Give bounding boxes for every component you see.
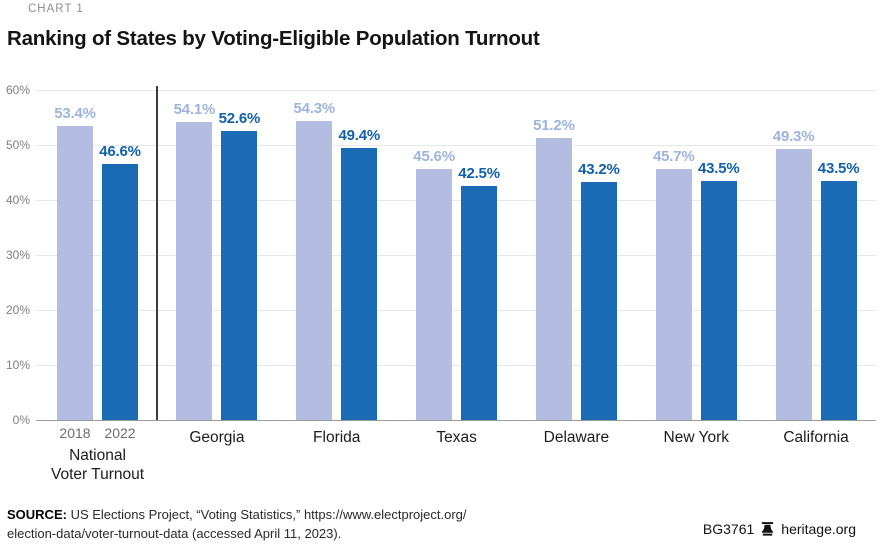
bar-2022-texas	[461, 186, 498, 420]
value-label-2018-texas: 45.6%	[413, 148, 455, 166]
value-label-2022-national-voter-turnout: 46.6%	[99, 142, 141, 160]
value-label-2018-national-voter-turnout: 53.4%	[54, 105, 96, 123]
x-axis-label-texas: Texas	[436, 429, 477, 446]
bar-2022-georgia	[221, 130, 258, 420]
y-axis-label-60: 60%	[5, 82, 30, 97]
bar-2018-new-york	[655, 168, 692, 420]
y-axis-label-0: 0%	[12, 412, 30, 427]
gridline-60	[36, 89, 876, 91]
source-line-1: SOURCE: US Elections Project, “Voting St…	[7, 505, 467, 524]
x-axis-label-national-voter-turnout: National Voter Turnout	[50, 447, 145, 484]
page-title: Ranking of States by Voting-Eligible Pop…	[7, 27, 540, 50]
gridline-20	[36, 309, 876, 311]
source-note: SOURCE: US Elections Project, “Voting St…	[7, 505, 467, 543]
value-label-2018-delaware: 51.2%	[533, 117, 575, 135]
bar-2022-new-york	[700, 180, 737, 420]
value-label-2022-new-york: 43.5%	[697, 159, 740, 177]
value-label-2018-new-york: 45.7%	[652, 147, 695, 165]
source-line1-text: US Elections Project, “Voting Statistics…	[70, 507, 467, 522]
bar-2018-texas	[416, 169, 453, 420]
x-axis-label-georgia: Georgia	[189, 429, 245, 446]
value-label-2022-georgia: 52.6%	[218, 109, 261, 127]
footer-brand: BG3761 heritage.org	[703, 521, 856, 537]
bar-2022-florida	[341, 148, 378, 420]
x-axis-year-label-2018: 2018	[59, 425, 91, 441]
bar-2022-delaware	[580, 182, 617, 420]
y-axis-label-30: 30%	[5, 247, 30, 262]
gridline-30	[36, 254, 876, 256]
source-line2-text: election-data/voter-turnout-data (access…	[7, 526, 342, 541]
value-label-2022-california: 43.5%	[817, 159, 860, 177]
bar-2022-california	[820, 180, 857, 420]
brand-domain: heritage.org	[781, 521, 856, 537]
x-axis-baseline	[36, 419, 876, 421]
value-label-2022-delaware: 43.2%	[578, 161, 620, 179]
bar-2018-national-voter-turnout	[57, 126, 93, 420]
x-axis-label-california: California	[783, 429, 849, 446]
value-label-2018-florida: 54.3%	[293, 100, 336, 118]
value-label-2018-georgia: 54.1%	[173, 101, 216, 119]
source-line-2: election-data/voter-turnout-data (access…	[7, 524, 467, 543]
bar-2022-national-voter-turnout	[102, 163, 138, 420]
y-axis-label-10: 10%	[5, 357, 30, 372]
value-label-2022-texas: 42.5%	[458, 165, 500, 183]
bar-2018-florida	[296, 121, 333, 420]
bar-2018-california	[775, 148, 812, 420]
liberty-bell-icon	[762, 522, 774, 536]
source-label: SOURCE:	[7, 507, 67, 522]
y-axis-label-50: 50%	[5, 137, 30, 152]
doc-id: BG3761	[702, 521, 755, 537]
gridline-10	[36, 364, 876, 366]
x-axis-label-florida: Florida	[313, 429, 361, 446]
bar-2018-georgia	[176, 122, 213, 420]
value-label-2018-california: 49.3%	[772, 127, 815, 145]
gridline-40	[36, 199, 876, 201]
x-axis-label-new-york: New York	[663, 429, 729, 446]
chart-number-label: CHART 1	[28, 3, 84, 15]
national-states-divider	[156, 86, 158, 420]
y-axis-label-20: 20%	[5, 302, 30, 317]
value-label-2022-florida: 49.4%	[338, 127, 381, 145]
bar-2018-delaware	[535, 138, 572, 420]
y-axis-label-40: 40%	[5, 192, 30, 207]
x-axis-year-label-2022: 2022	[104, 425, 136, 441]
gridline-50	[36, 144, 876, 146]
x-axis-label-delaware: Delaware	[543, 429, 610, 446]
